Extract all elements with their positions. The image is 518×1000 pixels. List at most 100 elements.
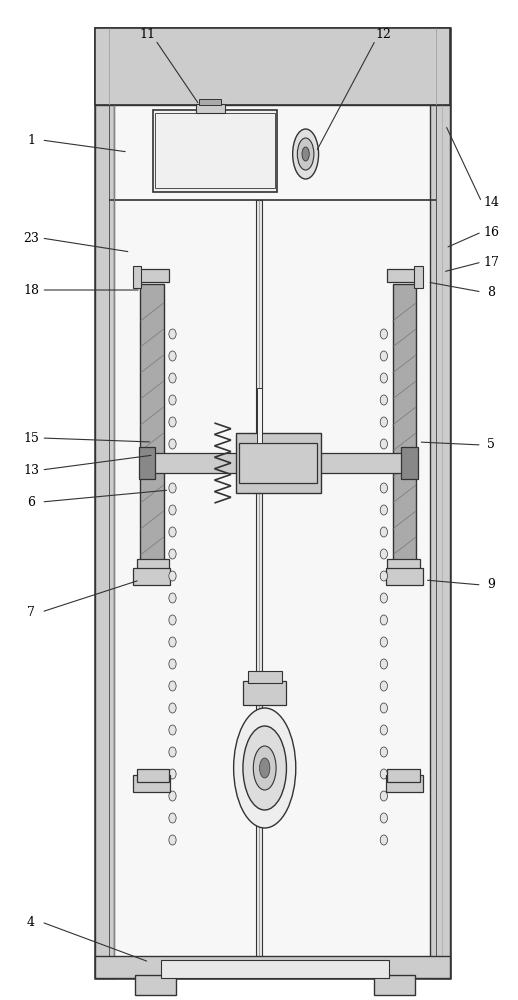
Ellipse shape [380,351,387,361]
Bar [386,775,423,792]
Ellipse shape [169,571,176,581]
Ellipse shape [380,571,387,581]
Circle shape [253,746,276,790]
Ellipse shape [380,835,387,845]
Ellipse shape [169,439,176,449]
Ellipse shape [169,769,176,779]
Bar [155,113,275,188]
Text: 1: 1 [27,133,35,146]
Text: 12: 12 [376,27,391,40]
Bar [133,266,141,288]
Bar [239,443,317,483]
Bar [153,110,277,192]
Ellipse shape [380,747,387,757]
Ellipse shape [380,395,387,405]
Bar [137,269,169,282]
Ellipse shape [169,747,176,757]
Bar [137,559,169,572]
Ellipse shape [380,373,387,383]
Ellipse shape [380,549,387,559]
Text: 6: 6 [27,495,35,508]
Text: 18: 18 [23,284,39,296]
Ellipse shape [380,769,387,779]
Text: 14: 14 [483,196,499,209]
Circle shape [234,708,296,828]
Bar [137,769,169,782]
Ellipse shape [169,615,176,625]
Text: 7: 7 [27,605,35,618]
Ellipse shape [169,681,176,691]
Bar [196,104,225,113]
Bar [95,28,450,978]
Bar [414,266,423,288]
Text: 8: 8 [487,286,495,298]
Bar [374,975,415,995]
Bar [135,975,176,995]
Bar [386,568,423,585]
Bar [387,269,420,282]
Ellipse shape [169,549,176,559]
Ellipse shape [380,417,387,427]
Bar [95,956,450,978]
Bar [140,284,164,562]
Ellipse shape [169,351,176,361]
Bar [248,671,282,683]
Ellipse shape [380,461,387,471]
Bar [139,447,155,479]
Circle shape [297,138,314,170]
Ellipse shape [169,329,176,339]
Ellipse shape [380,329,387,339]
Circle shape [302,147,309,161]
Text: 23: 23 [23,232,39,244]
Text: 17: 17 [483,255,499,268]
Ellipse shape [169,417,176,427]
Circle shape [243,726,286,810]
Bar [257,388,262,443]
Ellipse shape [380,637,387,647]
Ellipse shape [169,593,176,603]
Ellipse shape [169,725,176,735]
Ellipse shape [169,659,176,669]
Ellipse shape [380,813,387,823]
Bar [133,775,170,792]
Bar [387,559,420,572]
Ellipse shape [169,483,176,493]
Ellipse shape [169,527,176,537]
Ellipse shape [169,637,176,647]
Ellipse shape [380,505,387,515]
Circle shape [293,129,319,179]
Ellipse shape [169,505,176,515]
Bar [393,284,416,562]
Text: 9: 9 [487,578,495,591]
Text: 5: 5 [487,438,495,452]
Ellipse shape [380,791,387,801]
Ellipse shape [169,395,176,405]
Text: 11: 11 [140,27,155,40]
Ellipse shape [169,791,176,801]
Ellipse shape [380,659,387,669]
Ellipse shape [380,593,387,603]
Ellipse shape [169,703,176,713]
Text: 16: 16 [483,226,499,238]
Bar [387,769,420,782]
Bar [236,433,321,493]
Text: 15: 15 [23,432,39,444]
Ellipse shape [169,813,176,823]
Bar [146,453,249,473]
Ellipse shape [380,527,387,537]
Bar [199,99,221,105]
Circle shape [260,758,270,778]
Bar [430,28,450,978]
Ellipse shape [380,681,387,691]
Ellipse shape [380,703,387,713]
Text: 13: 13 [23,464,39,477]
Ellipse shape [380,439,387,449]
Bar [308,453,409,473]
Bar [161,960,388,978]
Bar [256,200,262,958]
Ellipse shape [380,615,387,625]
Ellipse shape [380,483,387,493]
Text: 4: 4 [27,916,35,928]
Bar [401,447,418,479]
Ellipse shape [169,461,176,471]
